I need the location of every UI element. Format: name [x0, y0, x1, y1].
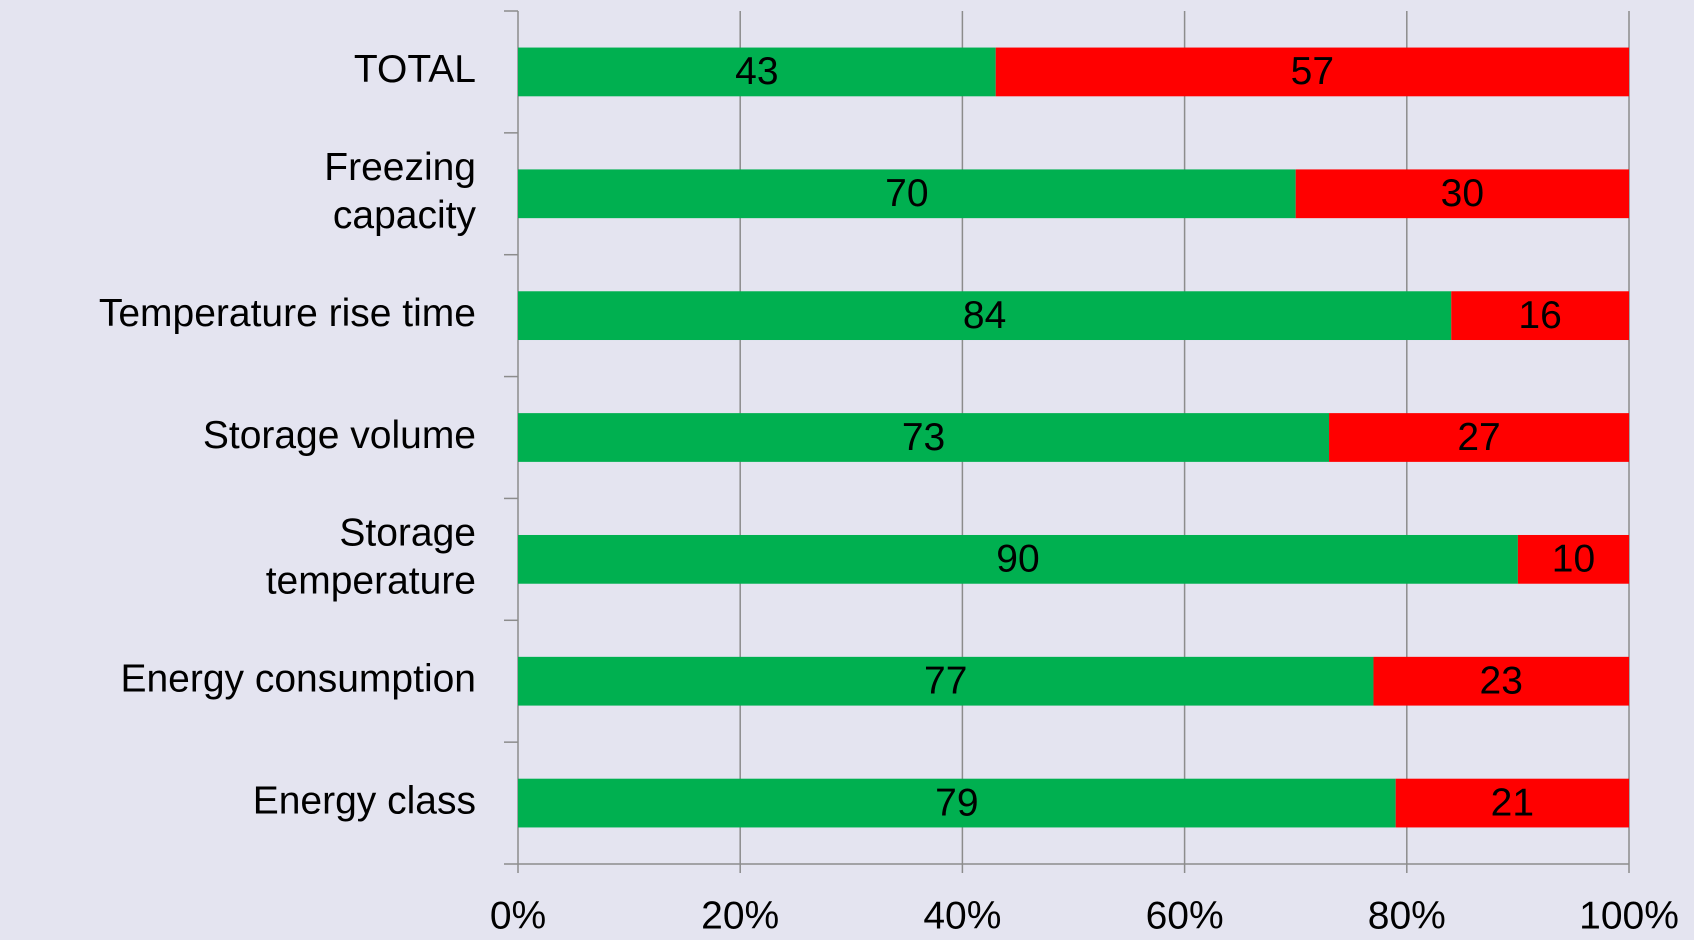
bar-segment	[518, 47, 996, 97]
x-tick-label: 80%	[1368, 894, 1446, 937]
y-tick-label: Energy consumption	[120, 658, 476, 701]
data-label: 57	[1291, 50, 1334, 93]
data-label: 27	[1457, 416, 1500, 459]
data-label: 10	[1552, 538, 1595, 581]
y-tick-label: Temperature rise time	[99, 292, 476, 335]
data-label: 21	[1491, 781, 1534, 824]
data-label: 79	[935, 781, 978, 824]
bar-segment	[1517, 534, 1629, 584]
bar-segment	[995, 47, 1629, 97]
y-tick-label: Storage temperature	[266, 512, 476, 603]
x-tick-label: 20%	[701, 894, 779, 937]
data-label: 70	[885, 172, 928, 215]
data-label: 73	[902, 416, 945, 459]
data-label: 90	[996, 538, 1039, 581]
bar-segment	[518, 413, 1330, 462]
bar-segment	[1329, 413, 1629, 462]
bar-segment	[518, 169, 1296, 219]
x-tick-label: 60%	[1146, 894, 1224, 937]
x-tick-label: 40%	[923, 894, 1001, 937]
data-label: 30	[1441, 172, 1484, 215]
bar-segment	[518, 291, 1452, 341]
data-label: 23	[1480, 660, 1523, 703]
bar-segment	[518, 656, 1374, 706]
bar-segment	[518, 778, 1396, 828]
bar-segment	[1395, 778, 1629, 828]
y-tick-label: Storage volume	[203, 414, 476, 457]
y-tick-label: TOTAL	[354, 48, 476, 91]
data-label: 84	[963, 294, 1006, 337]
bar-segment	[1451, 291, 1629, 341]
bar-segment	[1295, 169, 1629, 219]
data-label: 77	[924, 660, 967, 703]
x-tick-label: 0%	[490, 894, 546, 937]
y-tick-label: Freezing capacity	[324, 146, 476, 237]
y-tick-label: Energy class	[253, 779, 476, 822]
x-tick-label: 100%	[1579, 894, 1679, 937]
data-label: 16	[1518, 294, 1561, 337]
bar-segment	[518, 534, 1518, 584]
data-label: 43	[735, 50, 778, 93]
bar-segment	[1373, 656, 1629, 706]
